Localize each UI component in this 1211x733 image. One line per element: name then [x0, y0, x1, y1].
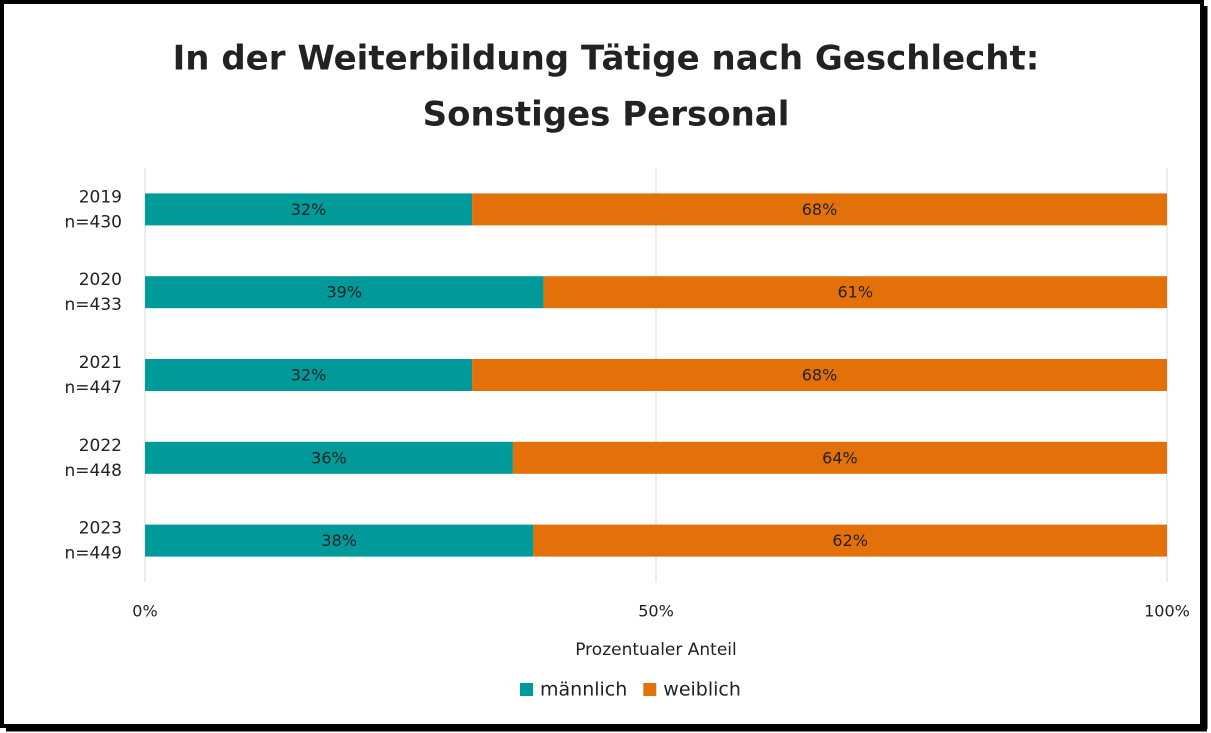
y-tick-label: 2022	[79, 436, 122, 456]
legend-label: männlich	[540, 679, 627, 701]
data-label: 68%	[802, 200, 838, 219]
bar-segment	[472, 359, 1167, 391]
bar-segment	[543, 276, 1167, 309]
bar-segment	[145, 441, 513, 474]
legend-swatch	[643, 683, 657, 696]
bar-segment	[533, 524, 1167, 557]
y-tick-label: 2020	[79, 270, 122, 290]
data-label: 39%	[327, 283, 363, 302]
x-axis-title: Prozentualer Anteil	[575, 640, 737, 660]
legend-label: weiblich	[663, 679, 741, 701]
bar-segment	[472, 193, 1167, 226]
y-tick-label: n=447	[65, 378, 122, 398]
data-label: 36%	[311, 448, 347, 467]
bar-segment	[145, 359, 473, 391]
data-label: 68%	[802, 366, 838, 385]
data-label: 38%	[321, 531, 357, 550]
x-tick-label: 50%	[638, 602, 674, 621]
x-tick-label: 0%	[132, 602, 157, 621]
x-tick-label: 100%	[1144, 602, 1190, 621]
bar-segment	[145, 276, 544, 309]
y-tick-label: n=433	[65, 295, 122, 315]
y-tick-label: 2023	[79, 519, 122, 539]
y-tick-label: 2021	[79, 353, 122, 373]
chart-title: In der Weiterbildung Tätige nach Geschle…	[173, 39, 1040, 79]
chart-title: Sonstiges Personal	[423, 95, 790, 135]
data-label: 61%	[838, 283, 874, 302]
data-label: 32%	[291, 200, 327, 219]
data-label: 62%	[832, 531, 868, 550]
bar-segment	[512, 441, 1167, 474]
y-tick-label: n=430	[65, 212, 122, 232]
y-tick-label: n=448	[65, 461, 122, 481]
y-tick-label: 2019	[79, 187, 122, 207]
bar-segment	[145, 524, 534, 557]
data-label: 64%	[822, 448, 858, 467]
y-tick-label: n=449	[65, 544, 122, 564]
legend-swatch	[520, 683, 533, 696]
data-label: 32%	[291, 366, 327, 385]
bar-segment	[145, 193, 473, 226]
